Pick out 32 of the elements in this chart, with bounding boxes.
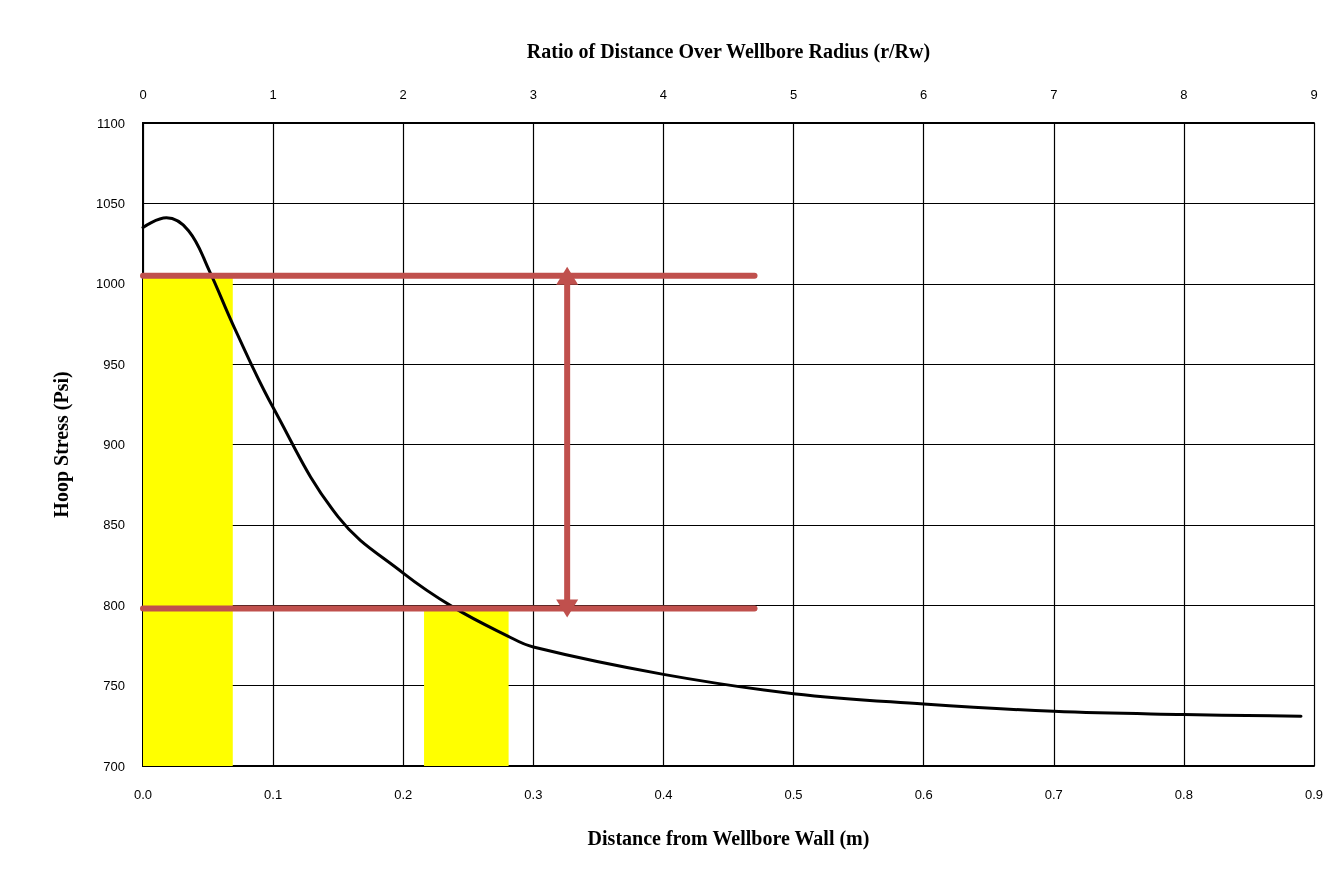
- x2-tick-label: 4: [659, 87, 668, 102]
- y-tick-label: 850: [103, 517, 125, 533]
- x2-tick-label: 9: [1310, 87, 1318, 102]
- x-tick-label: 0.9: [1304, 787, 1324, 802]
- x2-axis-title: Ratio of Distance Over Wellbore Radius (r/Rw): [526, 40, 931, 63]
- x2-tick-label: 7: [1050, 87, 1058, 102]
- x-tick-label: 0.0: [133, 787, 153, 802]
- x-tick-label: 0.8: [1174, 787, 1193, 802]
- y-tick-label: 1100: [97, 115, 125, 131]
- x-tick-label: 0.6: [914, 787, 933, 802]
- y-axis-title: Hoop Stress (Psi): [50, 371, 73, 518]
- x2-tick-label: 1: [269, 87, 277, 102]
- x-tick-label: 0.7: [1044, 787, 1063, 802]
- y-tick-label: 800: [103, 597, 125, 613]
- x2-tick-label: 0: [139, 87, 147, 102]
- x2-tick-label: 8: [1180, 87, 1188, 102]
- x2-tick-label: 6: [920, 87, 928, 102]
- y-tick-label: 750: [103, 678, 125, 694]
- y-tick-label: 1050: [96, 195, 125, 211]
- y-tick-label: 950: [103, 356, 125, 372]
- x2-tick-label: 5: [789, 87, 798, 102]
- x-axis-title: Distance from Wellbore Wall (m): [587, 827, 870, 850]
- x-tick-label: 0.1: [264, 787, 283, 802]
- y-tick-label: 700: [103, 758, 125, 774]
- x2-tick-label: 2: [399, 87, 407, 102]
- x-tick-label: 0.3: [524, 787, 543, 802]
- x2-tick-label: 3: [529, 87, 537, 102]
- x-tick-label: 0.5: [784, 787, 803, 802]
- x-tick-label: 0.2: [394, 787, 413, 802]
- y-tick-label: 900: [103, 437, 125, 452]
- x-tick-label: 0.4: [654, 787, 673, 802]
- y-tick-label: 1000: [96, 276, 125, 292]
